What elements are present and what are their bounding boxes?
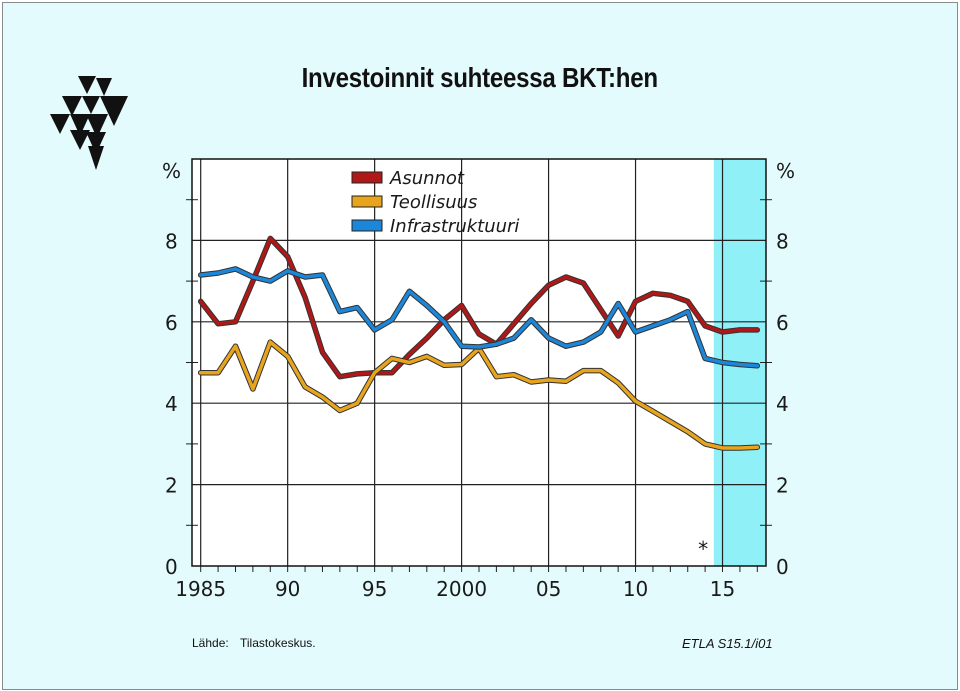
- y-unit-label-left: %: [162, 159, 181, 183]
- chart-title: Investoinnit suhteessa BKT:hen: [301, 62, 658, 93]
- x-tick-label: 15: [710, 577, 735, 601]
- x-tick-label: 95: [362, 577, 387, 601]
- y-tick-label-right: 8: [776, 229, 789, 253]
- legend-swatch-asunnot: [351, 171, 383, 184]
- x-tick-label: 1985: [175, 577, 226, 601]
- y-tick-label-right: 0: [776, 555, 789, 579]
- source-label: Lähde:: [192, 636, 229, 650]
- x-tick-label: 2000: [436, 577, 487, 601]
- y-tick-label-left: 2: [165, 474, 178, 498]
- x-tick-label: 90: [275, 577, 300, 601]
- legend-label-teollisuus: Teollisuus: [390, 192, 477, 213]
- y-tick-label-right: 2: [776, 474, 789, 498]
- y-unit-label-right: %: [776, 159, 795, 183]
- legend-swatch-teollisuus: [351, 195, 383, 208]
- y-tick-label-left: 4: [165, 392, 178, 416]
- legend-label-infrastruktuuri: Infrastruktuuri: [390, 216, 519, 237]
- source-text: Tilastokeskus.: [240, 636, 316, 650]
- y-tick-label-left: 8: [165, 229, 178, 253]
- y-tick-label-right: 6: [776, 311, 789, 335]
- y-tick-label-right: 4: [776, 392, 789, 416]
- plot-frame: [191, 158, 767, 567]
- x-tick-label: 10: [623, 577, 648, 601]
- x-tick-label: 05: [536, 577, 561, 601]
- y-tick-label-left: 6: [165, 311, 178, 335]
- chart-code: ETLA S15.1/i01: [682, 636, 773, 651]
- forecast-marker: *: [698, 537, 708, 561]
- series-line-infrastruktuuri: [198, 267, 760, 368]
- y-tick-label-left: 0: [165, 555, 178, 579]
- etla-logo-icon: [48, 74, 132, 177]
- legend-swatch-infrastruktuuri: [351, 219, 383, 232]
- legend-label-asunnot: Asunnot: [389, 168, 465, 189]
